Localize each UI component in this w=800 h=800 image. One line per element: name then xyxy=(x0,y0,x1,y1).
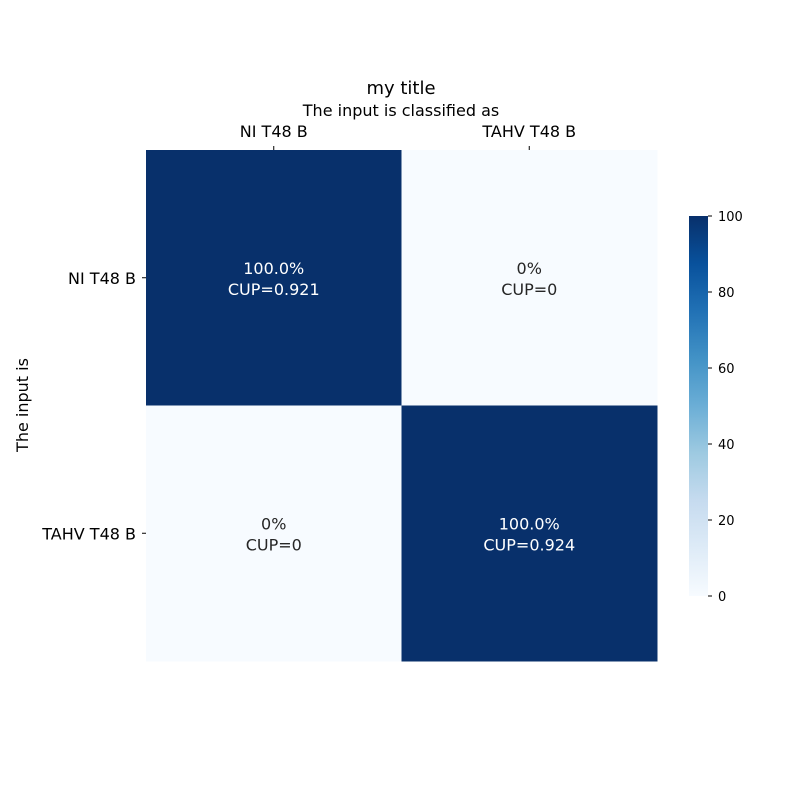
y-tick-label: NI T48 B xyxy=(68,269,136,288)
colorbar-tick-label: 20 xyxy=(718,514,735,529)
colorbar-tick-label: 0 xyxy=(718,590,726,605)
colorbar-tick-label: 100 xyxy=(718,210,743,225)
colorbar-tick-label: 80 xyxy=(718,286,735,301)
cell-label: 100.0% xyxy=(243,259,304,278)
colorbar-tick-label: 60 xyxy=(718,362,735,377)
x-tick-label: NI T48 B xyxy=(240,122,308,141)
cell-label: CUP=0 xyxy=(501,280,557,299)
y-axis-ticks: NI T48 B TAHV T48 B xyxy=(41,269,146,543)
y-tick-label: TAHV T48 B xyxy=(41,524,136,543)
y-axis-label: The input is xyxy=(13,358,32,453)
cell-label: 100.0% xyxy=(499,514,560,533)
cell-label: CUP=0 xyxy=(246,535,302,554)
cell-label: 0% xyxy=(261,514,286,533)
heatmap-cell xyxy=(401,150,658,406)
colorbar xyxy=(689,216,708,596)
x-axis-ticks: NI T48 B TAHV T48 B xyxy=(240,122,576,150)
colorbar-ticks: 0 20 40 60 80 100 xyxy=(708,210,743,605)
heatmap-cell xyxy=(146,150,402,406)
cell-label: CUP=0.924 xyxy=(483,535,575,554)
x-axis-label: The input is classified as xyxy=(302,101,499,120)
x-tick-label: TAHV T48 B xyxy=(481,122,576,141)
cell-label: CUP=0.921 xyxy=(228,280,320,299)
colorbar-tick-label: 40 xyxy=(718,438,735,453)
cell-label: 0% xyxy=(517,259,542,278)
heatmap-cells: 100.0% CUP=0.921 0% CUP=0 0% CUP=0 100.0% CUP=0… xyxy=(146,150,658,662)
chart-title: my title xyxy=(366,78,435,99)
heatmap-cell xyxy=(146,405,402,662)
heatmap-cell xyxy=(401,405,658,662)
